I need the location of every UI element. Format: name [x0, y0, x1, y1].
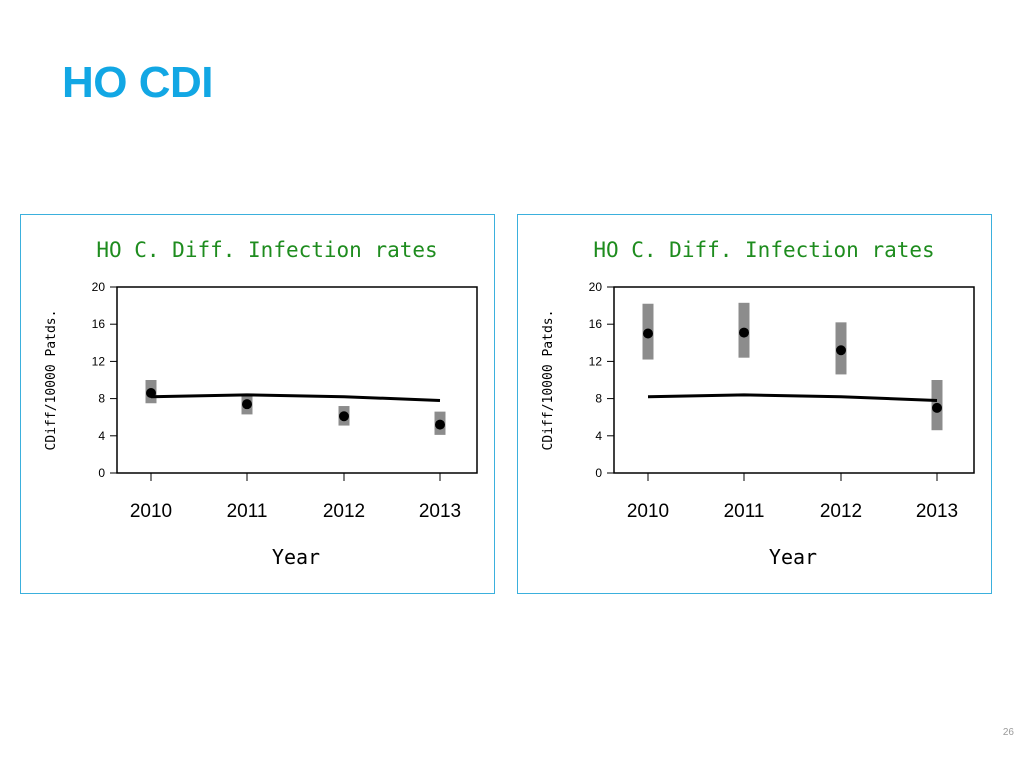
x-tick-label: 2011 [227, 501, 268, 522]
data-point [242, 399, 252, 410]
y-axis-title: CDiff/10000 Patds. [541, 310, 556, 451]
y-tick-label: 8 [595, 392, 602, 406]
x-tick-label: 2013 [419, 501, 461, 522]
y-tick-label: 20 [92, 280, 106, 294]
y-tick-label: 0 [595, 466, 602, 480]
y-tick-label: 4 [595, 429, 602, 443]
y-tick-label: 20 [589, 280, 603, 294]
data-point [932, 402, 942, 413]
x-tick-label: 2010 [130, 501, 172, 522]
x-tick-label: 2012 [323, 501, 365, 522]
page-number: 26 [1002, 727, 1014, 738]
y-tick-label: 4 [98, 429, 105, 443]
series-line [647, 393, 938, 402]
chart-panel-right: HO C. Diff. Infection rates 0 4 8 12 16 20 CDif… [517, 214, 992, 594]
slide-title: HO CDI [62, 58, 214, 107]
x-tick-label: 2012 [820, 501, 862, 522]
data-point [643, 328, 653, 339]
chart-title: HO C. Diff. Infection rates [593, 238, 934, 262]
rates-chart-left: HO C. Diff. Infection rates 0 4 8 12 16 20 CDif… [44, 238, 478, 569]
chart-panel-left: HO C. Diff. Infection rates 0 4 8 12 16 20 CDif… [20, 214, 495, 594]
y-tick-label: 16 [589, 317, 603, 331]
data-point [435, 419, 445, 430]
y-tick-label: 16 [92, 317, 106, 331]
y-tick-label: 12 [589, 354, 603, 368]
plot-frame [116, 286, 478, 474]
data-point [836, 345, 846, 356]
data-point [739, 327, 749, 338]
x-axis-title: Year [272, 545, 320, 569]
y-tick-label: 8 [98, 392, 105, 406]
x-tick-label: 2010 [627, 501, 669, 522]
x-tick-label: 2013 [916, 501, 958, 522]
y-tick-label: 12 [92, 354, 106, 368]
data-point [339, 411, 349, 422]
x-tick-label: 2011 [724, 501, 765, 522]
y-axis-title: CDiff/10000 Patds. [44, 310, 59, 451]
data-point [146, 388, 156, 399]
chart-title: HO C. Diff. Infection rates [96, 238, 437, 262]
rates-chart-right: HO C. Diff. Infection rates 0 4 8 12 16 20 CDif… [541, 238, 975, 569]
x-axis-title: Year [769, 545, 817, 569]
series-line [150, 393, 441, 402]
plot-frame [613, 286, 975, 474]
y-tick-label: 0 [98, 466, 105, 480]
